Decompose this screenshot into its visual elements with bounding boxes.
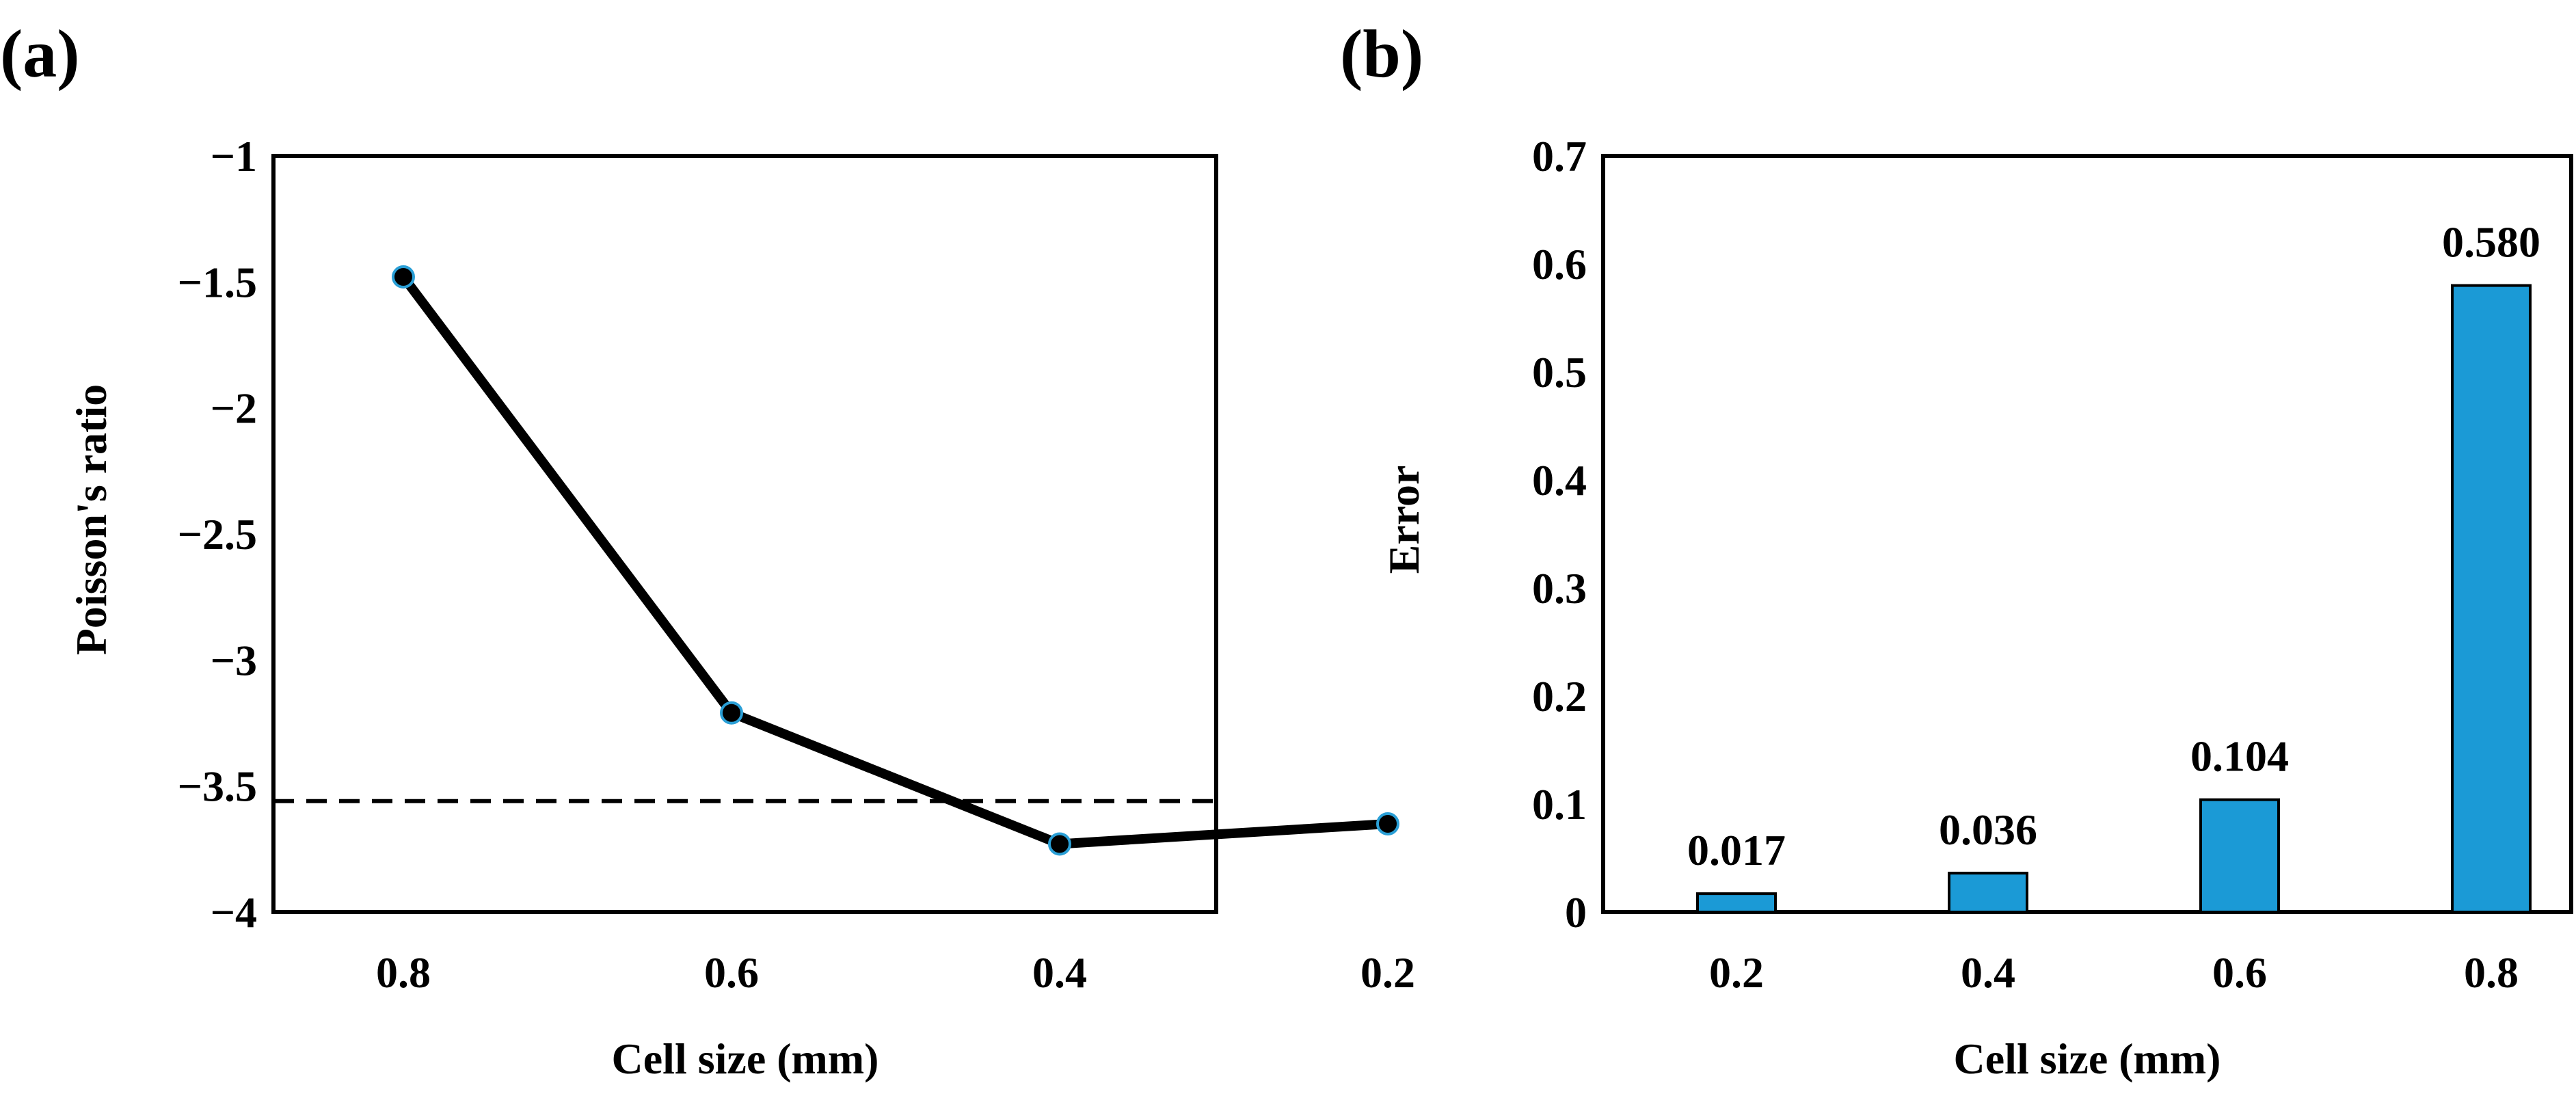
data-point [392, 265, 415, 289]
y-tick-label: 0.6 [1532, 240, 1587, 289]
y-ticks-b: 0 0.1 0.2 0.3 0.4 0.5 0.6 0.7 [1532, 132, 1587, 937]
x-tick-label: 0.2 [1709, 948, 1764, 997]
y-axis-title-b: Error [1380, 466, 1428, 574]
data-point [720, 701, 743, 725]
y-tick-label: −2 [211, 384, 257, 433]
y-ticks-a: −1 −1.5 −2 −2.5 −3 −3.5 −4 [178, 132, 257, 937]
bar [2451, 284, 2532, 914]
x-tick-label: 0.8 [376, 948, 431, 997]
bar [2199, 798, 2280, 914]
x-ticks-a: 0.8 0.6 0.4 0.2 [376, 948, 1415, 997]
data-points-a [392, 265, 1399, 856]
bar-data-label: 0.036 [1939, 805, 2037, 854]
bars-b [1696, 284, 2532, 914]
y-tick-label: 0.7 [1532, 132, 1587, 180]
bar-data-label: 0.017 [1687, 826, 1786, 874]
bar [1696, 892, 1777, 914]
chart-a-poissons-ratio: (a) −1 −1.5 −2 −2.5 −3 −3.5 −4 0.8 0.6 0.4 0.2 Ce… [0, 16, 1415, 1083]
bar-data-label: 0.104 [2190, 732, 2289, 781]
panel-b-label: (b) [1340, 16, 1423, 92]
plot-area-a [271, 154, 1218, 914]
bar [1948, 872, 2028, 913]
x-axis-title-b: Cell size (mm) [1954, 1034, 2221, 1083]
y-tick-label: −1 [211, 132, 257, 180]
data-point [1048, 832, 1071, 856]
series-line-poissons-ratio [399, 271, 1393, 849]
y-tick-label: −1.5 [178, 258, 257, 306]
y-tick-label: −2.5 [178, 510, 257, 559]
x-ticks-b: 0.2 0.4 0.6 0.8 [1709, 948, 2519, 997]
y-tick-label: −3.5 [178, 762, 257, 811]
y-tick-label: 0.1 [1532, 780, 1587, 829]
y-tick-label: −4 [211, 888, 257, 937]
x-tick-label: 0.2 [1360, 948, 1415, 997]
x-axis-title-a: Cell size (mm) [612, 1034, 879, 1083]
x-tick-label: 0.6 [2212, 948, 2267, 997]
x-tick-label: 0.4 [1032, 948, 1087, 997]
y-tick-label: 0.2 [1532, 672, 1587, 721]
y-tick-label: 0 [1565, 888, 1587, 937]
bar-data-labels-b: 0.017 0.036 0.104 0.580 [1687, 218, 2540, 875]
y-tick-label: 0.3 [1532, 564, 1587, 613]
x-tick-label: 0.6 [704, 948, 759, 997]
plot-area-b [1601, 154, 2573, 914]
y-tick-label: 0.5 [1532, 348, 1587, 397]
y-axis-title-a: Poisson's ratio [67, 384, 116, 655]
bar-data-label: 0.580 [2442, 218, 2540, 267]
panel-a-label: (a) [0, 16, 80, 92]
y-tick-label: −3 [211, 636, 257, 684]
x-tick-label: 0.4 [1961, 948, 2015, 997]
data-point [1376, 812, 1399, 835]
y-tick-label: 0.4 [1532, 456, 1587, 505]
x-tick-label: 0.8 [2464, 948, 2519, 997]
chart-b-error: (b) 0 0.1 0.2 0.3 0.4 0.5 0.6 0.7 0.017 0.036 0.1… [1340, 16, 2573, 1083]
